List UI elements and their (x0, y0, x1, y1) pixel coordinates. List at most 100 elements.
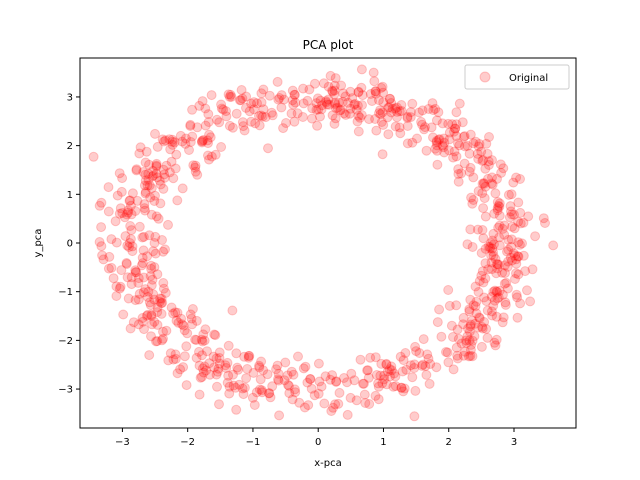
scatter-point (465, 344, 476, 355)
scatter-point (483, 156, 494, 167)
scatter-point (369, 76, 380, 87)
scatter-point (142, 180, 153, 191)
scatter-point (110, 216, 121, 227)
scatter-point (293, 351, 303, 362)
scatter-point (114, 208, 125, 219)
scatter-point (94, 237, 105, 247)
scatter-point (333, 398, 344, 409)
y-tick-label: 2 (67, 141, 73, 152)
scatter-point (184, 145, 194, 155)
scatter-point (370, 390, 381, 401)
scatter-point (327, 370, 338, 381)
scatter-point (117, 173, 128, 184)
scatter-point (287, 394, 298, 405)
scatter-point (263, 143, 273, 154)
scatter-point (251, 387, 262, 398)
scatter-point (254, 360, 265, 371)
scatter-point (433, 107, 444, 118)
scatter-point (400, 348, 411, 358)
scatter-point (461, 335, 472, 346)
scatter-point (396, 382, 407, 393)
scatter-point (326, 406, 337, 416)
scatter-point (481, 296, 492, 307)
scatter-point (96, 222, 107, 233)
scatter-point (493, 200, 504, 211)
scatter-point (151, 158, 162, 169)
scatter-point (177, 183, 188, 194)
scatter-point (365, 89, 376, 99)
scatter-point (462, 140, 473, 151)
scatter-point (477, 225, 488, 235)
scatter-point (497, 223, 508, 234)
scatter-point (149, 294, 160, 305)
scatter-point (499, 278, 510, 289)
scatter-point (353, 110, 364, 121)
scatter-point (327, 85, 338, 96)
scatter-point (119, 212, 130, 223)
scatter-point (248, 97, 259, 108)
scatter-point (188, 160, 199, 171)
scatter-point (506, 241, 517, 252)
scatter-point (430, 103, 441, 114)
scatter-point (336, 80, 347, 91)
scatter-point (132, 195, 143, 206)
scatter-point (298, 98, 309, 109)
scatter-point (140, 157, 151, 168)
scatter-point (451, 131, 462, 142)
scatter-point (164, 167, 175, 178)
scatter-point (151, 336, 161, 347)
scatter-point (254, 384, 265, 395)
scatter-point (342, 97, 353, 108)
scatter-point (417, 359, 428, 370)
scatter-point (158, 246, 169, 257)
scatter-point (152, 319, 163, 330)
scatter-point (467, 315, 478, 326)
scatter-point (453, 169, 464, 179)
scatter-point (335, 104, 346, 115)
scatter-point (506, 234, 517, 245)
scatter-point (223, 89, 234, 100)
scatter-point (214, 358, 225, 369)
scatter-point (371, 125, 382, 136)
scatter-point (381, 359, 392, 370)
scatter-point (122, 272, 133, 283)
y-tick-label: 1 (67, 190, 73, 201)
scatter-point (464, 304, 475, 315)
scatter-point (156, 293, 167, 304)
scatter-point (405, 112, 416, 123)
scatter-point (147, 171, 158, 182)
scatter-point (244, 350, 255, 361)
scatter-point (410, 385, 421, 396)
scatter-point (185, 137, 196, 147)
scatter-point (454, 140, 465, 151)
scatter-point (397, 366, 408, 377)
scatter-point (465, 350, 476, 361)
scatter-point (479, 292, 490, 303)
scatter-point (381, 358, 392, 369)
scatter-point (242, 364, 253, 374)
scatter-point (126, 279, 137, 290)
scatter-point (439, 147, 450, 158)
scatter-point (150, 190, 160, 201)
scatter-point (340, 91, 351, 102)
scatter-point (371, 370, 382, 380)
scatter-point (286, 366, 297, 377)
scatter-point (231, 348, 242, 359)
scatter-point (257, 111, 268, 122)
scatter-point (431, 362, 442, 373)
scatter-point (197, 363, 208, 374)
scatter-point (486, 238, 496, 248)
scatter-point (159, 169, 170, 180)
scatter-point (489, 239, 499, 250)
scatter-point (187, 304, 198, 314)
scatter-point (112, 190, 123, 201)
scatter-point (427, 98, 438, 109)
scatter-point (377, 107, 388, 118)
scatter-point (111, 291, 122, 301)
scatter-point (239, 351, 250, 362)
scatter-point (198, 135, 209, 145)
scatter-point (140, 188, 151, 199)
scatter-point (492, 263, 503, 274)
y-tick-label: 0 (67, 239, 73, 250)
scatter-point (476, 341, 487, 352)
